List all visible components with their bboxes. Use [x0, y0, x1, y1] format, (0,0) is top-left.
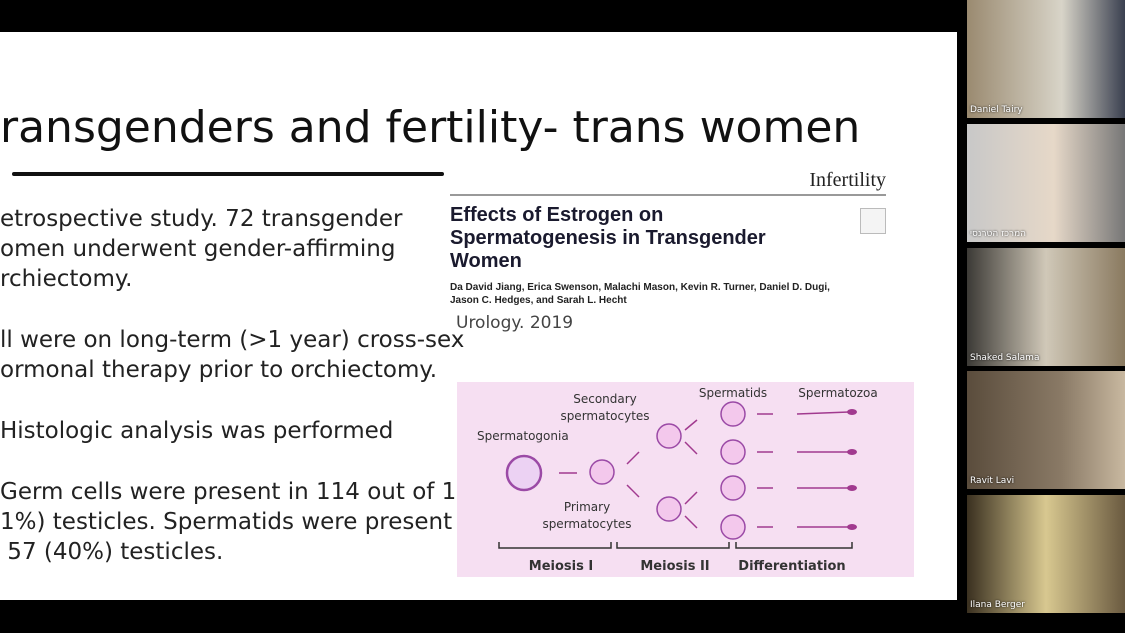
bullet-line: ll were on long-term (>1 year) cross-sex — [0, 327, 465, 353]
bullet-line: ormonal therapy prior to orchiectomy. — [0, 357, 438, 383]
bullet: etrospective study. 72 transgender omen u… — [0, 204, 402, 294]
bullet: Germ cells were present in 114 out of 14… — [0, 477, 486, 567]
video-tile[interactable]: Ravit Lavi — [967, 371, 1125, 489]
stage-brackets — [498, 542, 853, 549]
bullet-line: Histologic analysis was performed — [0, 418, 394, 444]
label: Primary — [564, 500, 610, 514]
participant-name: Shaked Salama — [970, 353, 1040, 363]
label: Secondary — [573, 392, 637, 406]
cells — [505, 401, 746, 540]
journal-section: Infertility — [450, 169, 886, 196]
bullet-line: 57 (40%) testicles. — [0, 539, 224, 565]
label: spermatocytes — [542, 517, 631, 531]
video-tile[interactable]: Daniel Tairy — [967, 0, 1125, 118]
paper-title: Effects of Estrogen on — [450, 204, 664, 226]
label: Spermatogonia — [477, 429, 569, 443]
citation: Urology. 2019 — [456, 313, 574, 333]
bullet: Histologic analysis was performed — [0, 416, 393, 446]
paper-authors: Jason C. Hedges, and Sarah L. Hecht — [450, 295, 627, 306]
sperm-heads — [847, 409, 857, 530]
arrows — [559, 411, 850, 529]
stage-label: Meiosis I — [529, 559, 593, 574]
stage-label: Meiosis II — [640, 559, 709, 574]
bullet-line: rchiectomy. — [0, 266, 133, 292]
bullet-line: Germ cells were present in 114 out of 14… — [0, 479, 486, 505]
bullet-line: 1%) testicles. Spermatids were present — [0, 509, 453, 535]
bullet: ll were on long-term (>1 year) cross-sex… — [0, 325, 464, 385]
paper-title: Spermatogenesis in Transgender — [450, 227, 766, 249]
label: Spermatozoa — [798, 386, 877, 400]
participant-name: Ilana Berger — [970, 600, 1025, 610]
paper-authors: Da David Jiang, Erica Swenson, Malachi M… — [450, 282, 830, 293]
slide-title: ransgenders and fertility- trans women — [0, 102, 861, 153]
bullet-line: etrospective study. 72 transgender — [0, 206, 403, 232]
participant-name: Ravit Lavi — [970, 476, 1015, 486]
participant-name: המרכז הטרנסי — [970, 229, 1027, 239]
participant-name: Daniel Tairy — [970, 105, 1023, 115]
paper-title: Women — [450, 250, 522, 272]
label: spermatocytes — [560, 409, 649, 423]
spermatogenesis-diagram: Spermatogonia Secondary spermatocytes Sp… — [457, 382, 914, 577]
stage-label: Differentiation — [738, 559, 845, 574]
label: Spermatids — [699, 386, 767, 400]
title-underline — [12, 172, 444, 176]
video-tile[interactable]: המרכז הטרנסי — [967, 124, 1125, 242]
video-tile[interactable]: Ilana Berger — [967, 495, 1125, 613]
video-tile[interactable]: Shaked Salama — [967, 248, 1125, 366]
bullet-line: omen underwent gender-affirming — [0, 236, 396, 262]
paper-header: Infertility Effects of Estrogen on Sperm… — [450, 169, 886, 333]
slide: ransgenders and fertility- trans women e… — [0, 32, 957, 600]
check-updates-icon — [860, 208, 886, 234]
